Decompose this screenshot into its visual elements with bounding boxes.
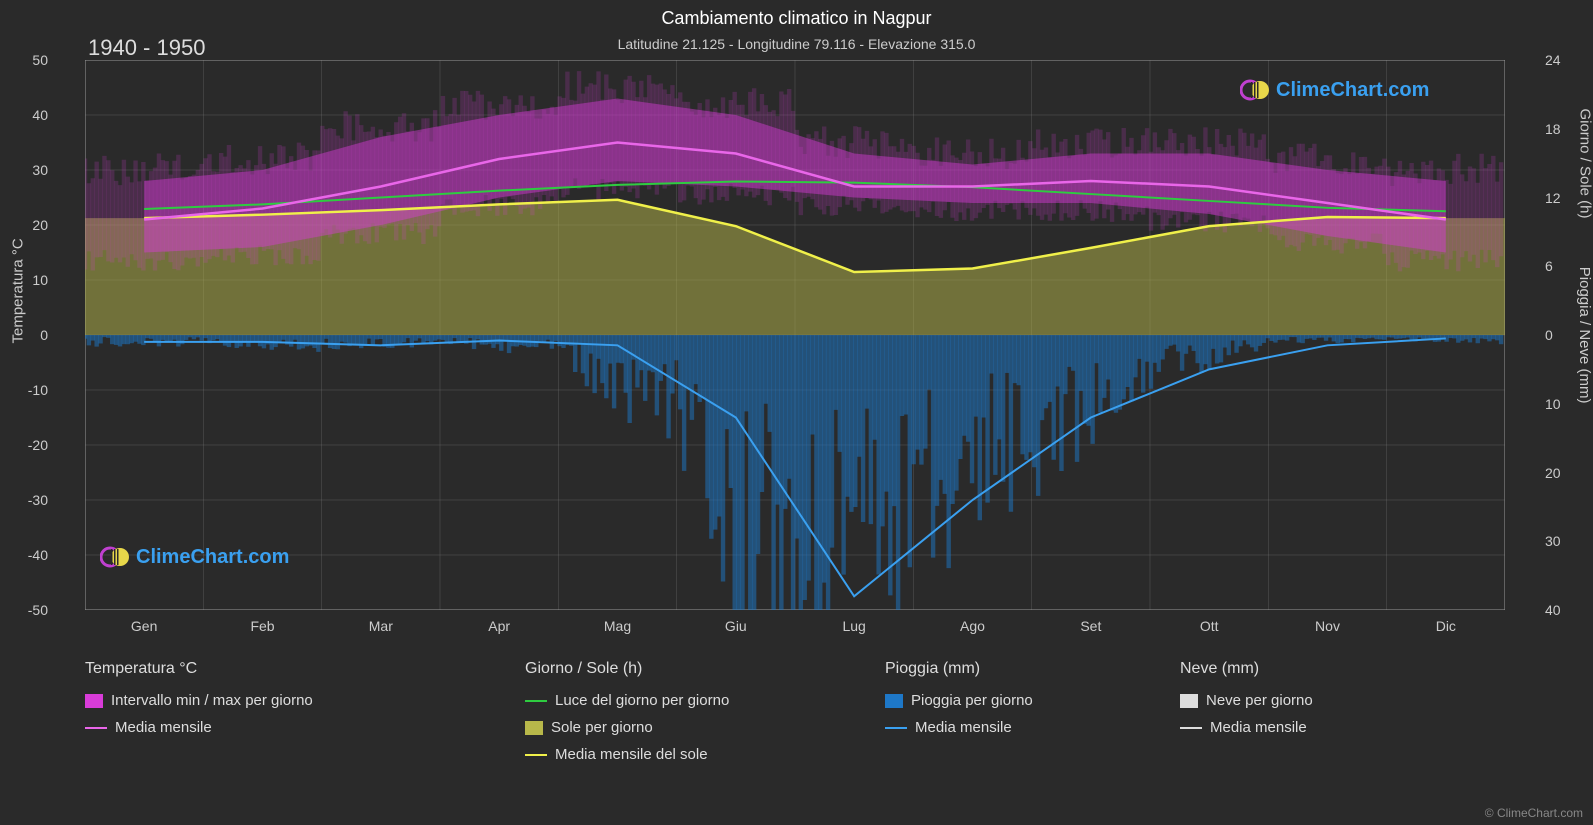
chart-subtitle: Latitudine 21.125 - Longitudine 79.116 -…: [0, 36, 1593, 52]
y-tick-right-sun: 12: [1545, 190, 1575, 206]
y-tick-right-rain: 40: [1545, 602, 1575, 618]
x-tick-month: Nov: [1315, 618, 1340, 634]
legend-item-label: Pioggia per giorno: [911, 692, 1033, 709]
y-tick-left: -20: [18, 437, 48, 453]
copyright-text: © ClimeChart.com: [1485, 806, 1583, 820]
legend-item: Media mensile: [1180, 719, 1313, 736]
legend-group: Neve (mm) Neve per giorno Media mensile: [1180, 660, 1313, 746]
y-axis-right-bottom-label: Pioggia / Neve (mm): [1577, 267, 1593, 404]
y-tick-left: 10: [18, 272, 48, 288]
y-tick-left: -10: [18, 382, 48, 398]
legend-swatch-icon: [525, 721, 543, 735]
x-tick-month: Mag: [604, 618, 631, 634]
legend-item-label: Media mensile: [1210, 719, 1307, 736]
legend-item-label: Intervallo min / max per giorno: [111, 692, 313, 709]
x-tick-month: Gen: [131, 618, 157, 634]
legend-item-label: Media mensile: [915, 719, 1012, 736]
legend-item: Media mensile del sole: [525, 746, 729, 763]
y-tick-right-sun: 0: [1545, 327, 1575, 343]
legend-swatch-icon: [885, 694, 903, 708]
x-tick-month: Mar: [369, 618, 393, 634]
chart-title: Cambiamento climatico in Nagpur: [0, 8, 1593, 29]
legend-line-icon: [525, 754, 547, 756]
y-tick-left: 20: [18, 217, 48, 233]
y-tick-left: -30: [18, 492, 48, 508]
y-tick-right-sun: 6: [1545, 258, 1575, 274]
logo-icon: [100, 545, 130, 569]
legend-swatch-icon: [1180, 694, 1198, 708]
legend-line-icon: [525, 700, 547, 702]
watermark: ClimeChart.com: [100, 545, 289, 569]
legend-item-label: Neve per giorno: [1206, 692, 1313, 709]
x-axis: Gen Feb Mar Apr Mag Giu Lug Ago Set Ott Nov Dic: [85, 618, 1505, 638]
legend-title: Temperatura °C: [85, 660, 313, 678]
legend-item-label: Luce del giorno per giorno: [555, 692, 729, 709]
y-tick-right-sun: 24: [1545, 52, 1575, 68]
y-tick-right-rain: 30: [1545, 533, 1575, 549]
x-tick-month: Ott: [1200, 618, 1219, 634]
period-label: 1940 - 1950: [88, 35, 205, 61]
legend-item: Luce del giorno per giorno: [525, 692, 729, 709]
legend-item: Media mensile: [885, 719, 1033, 736]
x-tick-month: Giu: [725, 618, 747, 634]
legend-title: Neve (mm): [1180, 660, 1313, 678]
legend-item: Sole per giorno: [525, 719, 729, 736]
legend-item-label: Media mensile: [115, 719, 212, 736]
legend-group: Pioggia (mm) Pioggia per giorno Media mens…: [885, 660, 1033, 746]
y-tick-left: 0: [18, 327, 48, 343]
y-axis-right-top-label: Giorno / Sole (h): [1577, 108, 1593, 218]
x-tick-month: Dic: [1436, 618, 1456, 634]
legend-group: Giorno / Sole (h) Luce del giorno per gio…: [525, 660, 729, 773]
watermark-text: ClimeChart.com: [1276, 79, 1429, 102]
legend-title: Pioggia (mm): [885, 660, 1033, 678]
x-tick-month: Set: [1080, 618, 1101, 634]
y-tick-left: -50: [18, 602, 48, 618]
chart-svg: [85, 60, 1505, 610]
legend-title: Giorno / Sole (h): [525, 660, 729, 678]
watermark: ClimeChart.com: [1240, 78, 1429, 102]
logo-icon: [1240, 78, 1270, 102]
x-tick-month: Lug: [842, 618, 865, 634]
x-tick-month: Ago: [960, 618, 985, 634]
legend-item: Intervallo min / max per giorno: [85, 692, 313, 709]
x-tick-month: Apr: [488, 618, 510, 634]
x-tick-month: Feb: [250, 618, 274, 634]
legend-swatch-icon: [85, 694, 103, 708]
y-tick-right-rain: 10: [1545, 396, 1575, 412]
legend-item: Pioggia per giorno: [885, 692, 1033, 709]
legend-item: Neve per giorno: [1180, 692, 1313, 709]
y-tick-left: 40: [18, 107, 48, 123]
legend-line-icon: [885, 727, 907, 729]
legend-item-label: Media mensile del sole: [555, 746, 708, 763]
legend-line-icon: [85, 727, 107, 729]
y-tick-left: -40: [18, 547, 48, 563]
y-tick-left: 50: [18, 52, 48, 68]
legend-item: Media mensile: [85, 719, 313, 736]
legend-line-icon: [1180, 727, 1202, 729]
y-tick-right-sun: 18: [1545, 121, 1575, 137]
y-tick-right-rain: 20: [1545, 465, 1575, 481]
chart-plot-area: [85, 60, 1505, 610]
y-tick-left: 30: [18, 162, 48, 178]
watermark-text: ClimeChart.com: [136, 546, 289, 569]
legend-item-label: Sole per giorno: [551, 719, 653, 736]
legend-group: Temperatura °C Intervallo min / max per g…: [85, 660, 313, 746]
